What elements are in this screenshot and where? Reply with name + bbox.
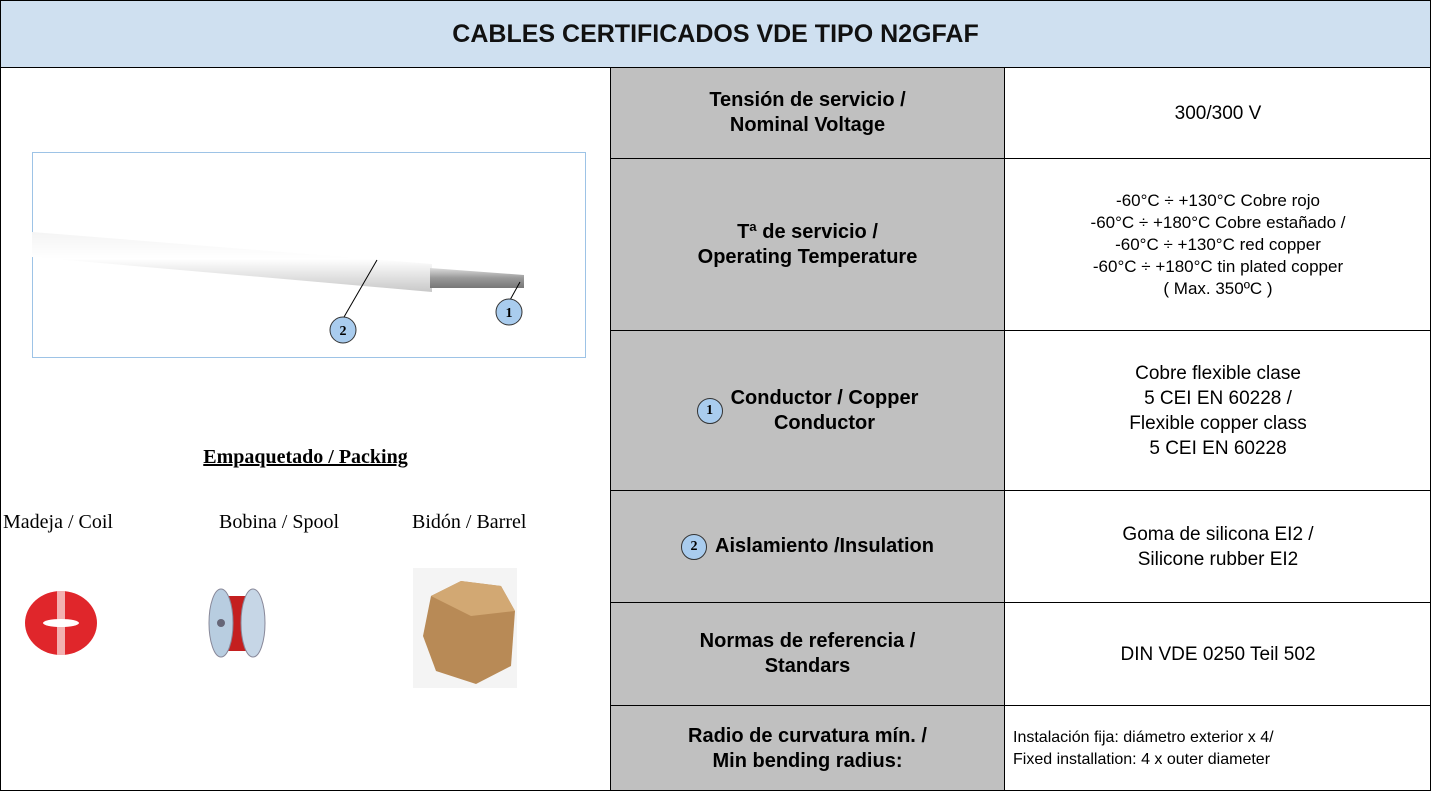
label-line: Min bending radius: (712, 749, 903, 772)
value-cell: DIN VDE 0250 Teil 502 (1005, 603, 1430, 706)
callout: 2 (340, 324, 347, 339)
label-line: Aislamiento /Insulation (715, 535, 934, 557)
value-line: Goma de silicona EI2 / (1122, 523, 1314, 545)
value-line: 5 CEI EN 60228 (1149, 437, 1287, 459)
label-text: Normas de referencia / Standars (700, 629, 916, 679)
label-cell: Tª de servicio / Operating Temperature (611, 159, 1005, 331)
value-cell: Instalación fija: diámetro exterior x 4/… (1005, 706, 1430, 790)
value-line: Silicone rubber EI2 (1137, 548, 1299, 570)
value-line: ( Max. 350ºC ) (1163, 278, 1273, 298)
value-cell: -60°C ÷ +130°C Cobre rojo -60°C ÷ +180°C … (1005, 159, 1430, 331)
value-line: -60°C ÷ +180°C tin plated copper (1092, 256, 1344, 276)
label-text: Tª de servicio / Operating Temperature (698, 220, 918, 270)
label-line: Conductor / Copper (730, 386, 919, 409)
value-cell: 300/300 V (1005, 68, 1430, 159)
packing-icons (25, 568, 517, 688)
label-cell: Radio de curvatura mín. / Min bending rad… (611, 706, 1005, 790)
label-line: Radio de curvatura mín. / (688, 724, 927, 747)
value-line: Cobre flexible clase (1135, 362, 1301, 384)
label-line: Conductor (773, 411, 876, 434)
label-line: Standars (764, 655, 851, 677)
packing-item: Bobina / Spool (219, 511, 340, 533)
label-line: Nominal Voltage (729, 114, 886, 136)
label-cell: Tensión de servicio / Nominal Voltage (611, 68, 1005, 159)
value-line: 5 CEI EN 60228 / (1144, 387, 1292, 409)
label-cell: 2 Aislamiento /Insulation (611, 491, 1005, 603)
label-cell: Normas de referencia / Standars (611, 603, 1005, 706)
value-line: -60°C ÷ +130°C red copper (1115, 234, 1321, 254)
packing-item: Madeja / Coil (3, 511, 113, 533)
value-line: Instalación fija: diámetro exterior x 4/ (1013, 728, 1274, 746)
value-line: -60°C ÷ +130°C Cobre rojo (1116, 190, 1320, 210)
label-line: Tensión de servicio / (709, 89, 906, 111)
label-line: Tª de servicio / (737, 220, 878, 243)
label-cell: 1 Conductor / Copper Conductor (611, 331, 1005, 491)
label-text: 2 Aislamiento /Insulation (681, 533, 934, 560)
packing-title: Empaquetado / Packing (203, 446, 408, 468)
value-line: Fixed installation: 4 x outer diameter (1013, 750, 1271, 768)
value-line: Flexible copper class (1129, 412, 1307, 434)
value-cell: Goma de silicona EI2 / Silicone rubber EI… (1005, 491, 1430, 603)
label-line: Normas de referencia / (699, 630, 916, 652)
value-cell: Cobre flexible clase 5 CEI EN 60228 / Flex… (1005, 331, 1430, 491)
value-line: DIN VDE 0250 Teil 502 (1120, 643, 1316, 665)
header-title: CABLES CERTIFICADOS VDE TIPO N2GFAF (1, 1, 1430, 68)
label-line: Operating Temperature (697, 245, 918, 268)
value-line: -60°C ÷ +180°C Cobre estañado / (1090, 212, 1346, 232)
spec-table: Tensión de servicio / Nominal Voltage 300/… (610, 68, 1430, 790)
value-line: 300/300 V (1174, 102, 1262, 124)
label-text: Radio de curvatura mín. / Min bending rad… (688, 724, 927, 774)
cable-figure: 2 1 (32, 152, 586, 358)
callout: 1 (506, 306, 513, 321)
label-text: 1 Conductor / Copper Conductor (696, 386, 919, 436)
packing-item: Bidón / Barrel (412, 511, 527, 533)
label-text: Tensión de servicio / Nominal Voltage (709, 88, 905, 138)
badge: 2 (681, 533, 708, 560)
badge: 1 (696, 397, 723, 424)
